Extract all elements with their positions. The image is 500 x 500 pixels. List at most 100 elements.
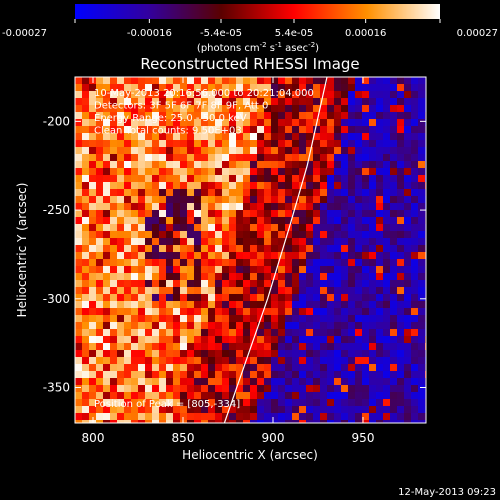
heatmap-pixel — [404, 350, 411, 357]
heatmap-pixel — [194, 91, 201, 98]
heatmap-pixel — [250, 252, 257, 259]
heatmap-pixel — [264, 280, 271, 287]
heatmap-pixel — [348, 406, 355, 413]
heatmap-pixel — [103, 357, 110, 364]
heatmap-pixel — [201, 217, 208, 224]
heatmap-pixel — [166, 336, 173, 343]
heatmap-pixel — [201, 273, 208, 280]
heatmap-pixel — [173, 189, 180, 196]
heatmap-pixel — [117, 371, 124, 378]
heatmap-pixel — [194, 308, 201, 315]
heatmap-pixel — [341, 329, 348, 336]
heatmap-pixel — [222, 343, 229, 350]
heatmap-pixel — [117, 245, 124, 252]
heatmap-pixel — [390, 378, 397, 385]
heatmap-pixel — [82, 203, 89, 210]
heatmap-pixel — [313, 196, 320, 203]
heatmap-pixel — [173, 364, 180, 371]
heatmap-pixel — [257, 378, 264, 385]
heatmap-pixel — [187, 210, 194, 217]
heatmap-pixel — [208, 273, 215, 280]
heatmap-pixel — [152, 210, 159, 217]
heatmap-pixel — [159, 91, 166, 98]
heatmap-pixel — [376, 126, 383, 133]
heatmap-pixel — [215, 343, 222, 350]
heatmap-pixel — [215, 133, 222, 140]
heatmap-pixel — [250, 84, 257, 91]
heatmap-pixel — [334, 413, 341, 420]
heatmap-pixel — [306, 77, 313, 84]
heatmap-pixel — [208, 252, 215, 259]
heatmap-pixel — [390, 273, 397, 280]
heatmap-pixel — [404, 266, 411, 273]
heatmap-pixel — [292, 245, 299, 252]
heatmap-pixel — [243, 420, 250, 423]
heatmap-pixel — [145, 343, 152, 350]
heatmap-pixel — [334, 371, 341, 378]
heatmap-pixel — [376, 301, 383, 308]
heatmap-pixel — [103, 203, 110, 210]
heatmap-pixel — [390, 175, 397, 182]
heatmap-pixel — [390, 133, 397, 140]
heatmap-pixel — [89, 357, 96, 364]
heatmap-pixel — [306, 203, 313, 210]
heatmap-pixel — [376, 378, 383, 385]
heatmap-pixel — [82, 406, 89, 413]
heatmap-pixel — [173, 105, 180, 112]
heatmap-pixel — [117, 98, 124, 105]
heatmap-pixel — [397, 168, 404, 175]
heatmap-pixel — [82, 273, 89, 280]
heatmap-pixel — [411, 259, 418, 266]
heatmap-pixel — [96, 182, 103, 189]
heatmap-pixel — [75, 371, 82, 378]
heatmap-pixel — [152, 287, 159, 294]
heatmap-pixel — [208, 161, 215, 168]
heatmap-pixel — [376, 133, 383, 140]
heatmap-pixel — [369, 161, 376, 168]
heatmap-pixel — [355, 336, 362, 343]
heatmap-pixel — [82, 182, 89, 189]
heatmap-pixel — [418, 385, 425, 392]
heatmap-pixel — [264, 336, 271, 343]
heatmap-pixel — [173, 357, 180, 364]
heatmap-pixel — [103, 378, 110, 385]
heatmap-pixel — [131, 154, 138, 161]
heatmap-pixel — [257, 77, 264, 84]
heatmap-pixel — [201, 189, 208, 196]
heatmap-pixel — [229, 259, 236, 266]
heatmap-pixel — [236, 126, 243, 133]
heatmap-pixel — [236, 154, 243, 161]
heatmap-pixel — [320, 329, 327, 336]
heatmap-pixel — [201, 329, 208, 336]
heatmap-pixel — [243, 294, 250, 301]
heatmap-pixel — [404, 343, 411, 350]
heatmap-pixel — [390, 287, 397, 294]
heatmap-pixel — [222, 168, 229, 175]
heatmap-pixel — [334, 357, 341, 364]
heatmap-pixel — [285, 308, 292, 315]
heatmap-pixel — [173, 182, 180, 189]
heatmap-pixel — [369, 112, 376, 119]
heatmap-pixel — [124, 322, 131, 329]
heatmap-pixel — [215, 385, 222, 392]
heatmap-pixel — [103, 420, 110, 423]
heatmap-pixel — [341, 126, 348, 133]
heatmap-pixel — [341, 245, 348, 252]
heatmap-pixel — [229, 210, 236, 217]
heatmap-pixel — [299, 378, 306, 385]
heatmap-pixel — [313, 105, 320, 112]
heatmap-pixel — [327, 406, 334, 413]
heatmap-pixel — [243, 140, 250, 147]
heatmap-pixel — [131, 413, 138, 420]
heatmap-pixel — [187, 336, 194, 343]
heatmap-pixel — [397, 231, 404, 238]
heatmap-pixel — [103, 413, 110, 420]
heatmap-pixel — [404, 336, 411, 343]
heatmap-pixel — [117, 308, 124, 315]
heatmap-pixel — [348, 168, 355, 175]
heatmap-pixel — [327, 189, 334, 196]
heatmap-pixel — [313, 98, 320, 105]
heatmap-pixel — [138, 252, 145, 259]
heatmap-pixel — [222, 385, 229, 392]
heatmap-pixel — [131, 161, 138, 168]
